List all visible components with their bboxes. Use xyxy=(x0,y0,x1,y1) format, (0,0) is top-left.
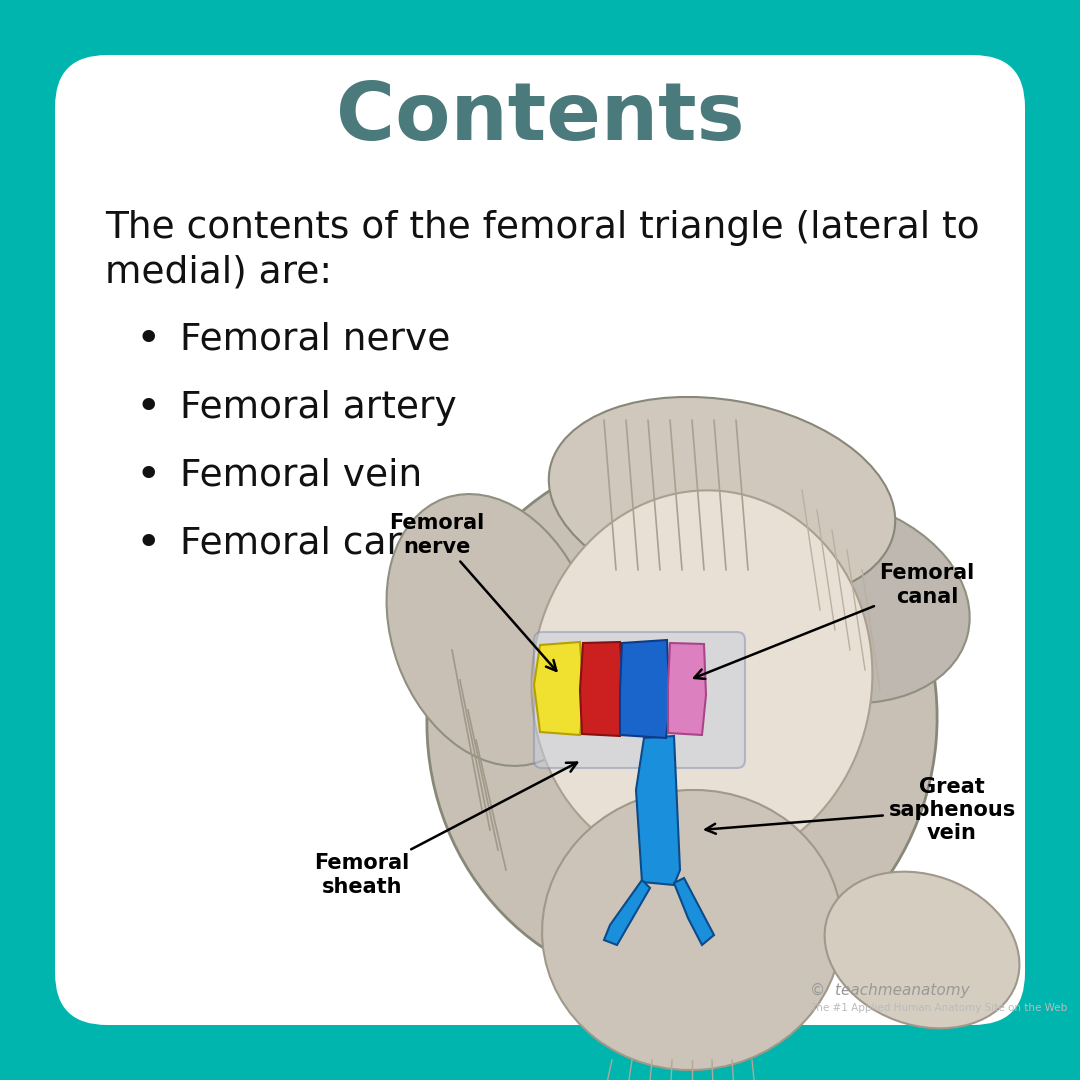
Text: •: • xyxy=(135,523,161,565)
Text: ©  teachmeanatomy: © teachmeanatomy xyxy=(810,983,970,998)
Text: Great
saphenous
vein: Great saphenous vein xyxy=(705,777,1015,843)
Text: Femoral
nerve: Femoral nerve xyxy=(390,513,556,671)
Ellipse shape xyxy=(694,497,970,703)
Ellipse shape xyxy=(542,789,842,1070)
Text: Femoral artery: Femoral artery xyxy=(180,390,457,426)
Text: Femoral
canal: Femoral canal xyxy=(694,564,974,679)
Polygon shape xyxy=(620,640,670,738)
Text: •: • xyxy=(135,455,161,497)
Text: medial) are:: medial) are: xyxy=(105,255,332,291)
Text: Femoral
sheath: Femoral sheath xyxy=(314,762,577,896)
Text: Femoral vein: Femoral vein xyxy=(180,458,422,494)
Polygon shape xyxy=(534,642,584,735)
Ellipse shape xyxy=(825,872,1020,1028)
Polygon shape xyxy=(636,735,680,885)
Polygon shape xyxy=(604,880,650,945)
Polygon shape xyxy=(669,643,706,735)
Text: Femoral nerve: Femoral nerve xyxy=(180,322,450,357)
Ellipse shape xyxy=(549,397,895,603)
Text: Femoral canal: Femoral canal xyxy=(180,526,444,562)
Text: •: • xyxy=(135,319,161,361)
Polygon shape xyxy=(580,642,624,735)
Text: The #1 Applied Human Anatomy Site on the Web: The #1 Applied Human Anatomy Site on the… xyxy=(810,1003,1067,1013)
Text: The contents of the femoral triangle (lateral to: The contents of the femoral triangle (la… xyxy=(105,210,980,246)
Ellipse shape xyxy=(427,450,937,990)
Ellipse shape xyxy=(387,494,597,766)
Text: Contents: Contents xyxy=(336,79,744,157)
FancyBboxPatch shape xyxy=(55,55,1025,1025)
Polygon shape xyxy=(674,878,714,945)
Text: •: • xyxy=(135,387,161,429)
FancyBboxPatch shape xyxy=(534,632,745,768)
Ellipse shape xyxy=(531,490,873,869)
